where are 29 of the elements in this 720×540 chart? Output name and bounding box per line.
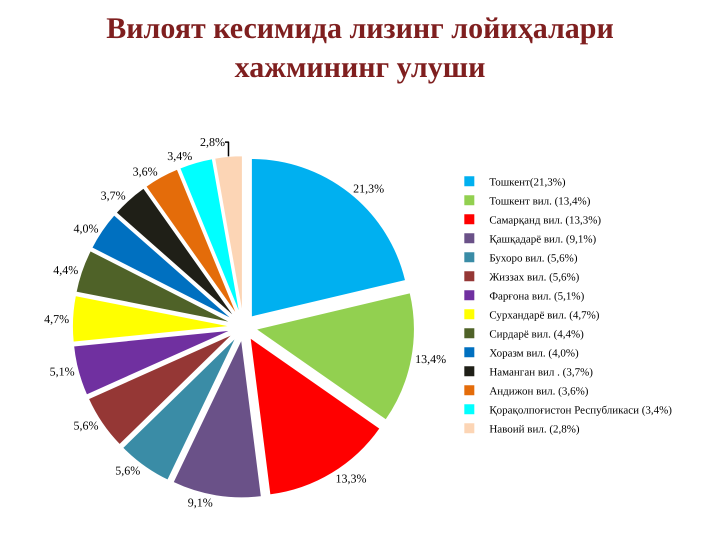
legend-label: Андижон вил. (3,6%) bbox=[489, 386, 589, 398]
data-label: 2,8% bbox=[200, 135, 225, 150]
data-label: 13,3% bbox=[336, 471, 367, 486]
legend-label: Фарғона вил. (5,1%) bbox=[489, 290, 585, 303]
legend-label: Сурхандарё вил. (4,7%) bbox=[489, 310, 600, 322]
legend-label: Тошкент вил. (13,4%) bbox=[489, 196, 591, 208]
legend-label: Наманган вил . (3,7%) bbox=[489, 366, 594, 379]
legend-label: Хоразм вил. (4,0%) bbox=[489, 348, 579, 360]
data-label: 5,6% bbox=[115, 464, 140, 478]
legend-label: Самарқанд вил. (13,3%) bbox=[489, 214, 602, 227]
data-label: 4,4% bbox=[53, 263, 78, 278]
data-label: 3,6% bbox=[132, 164, 158, 179]
data-label: 13,4% bbox=[415, 352, 446, 366]
data-label: 4,0% bbox=[73, 221, 98, 236]
legend-label: Қорақолпоғистон Республикаси (3,4%) bbox=[489, 404, 672, 417]
data-label: 4,7% bbox=[44, 312, 70, 326]
data-label: 3,7% bbox=[100, 188, 126, 203]
legend-label: Бухоро вил. (5,6%) bbox=[489, 252, 578, 265]
data-label: 21,3% bbox=[353, 181, 384, 196]
data-label: 5,6% bbox=[73, 418, 98, 432]
legend-label: Жиззах вил. (5,6%) bbox=[489, 272, 580, 284]
legend-label: Қашқадарё вил. (9,1%) bbox=[489, 234, 596, 246]
legend-label: Тошкент(21,3%) bbox=[489, 176, 566, 189]
data-label: 9,1% bbox=[188, 496, 213, 510]
legend-label: Навоий вил. (2,8%) bbox=[489, 424, 580, 436]
chart-title: Вилоят кесимида лизинг лойиҳалари хажмининг улуши bbox=[106, 12, 614, 84]
data-label: 5,1% bbox=[50, 364, 75, 378]
data-label: 3,4% bbox=[167, 149, 192, 164]
legend-label: Сирдарё вил. (4,4%) bbox=[489, 328, 584, 341]
